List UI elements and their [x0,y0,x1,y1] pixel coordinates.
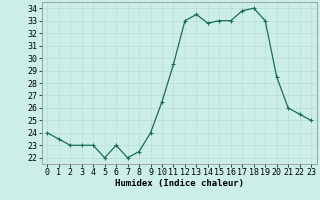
X-axis label: Humidex (Indice chaleur): Humidex (Indice chaleur) [115,179,244,188]
